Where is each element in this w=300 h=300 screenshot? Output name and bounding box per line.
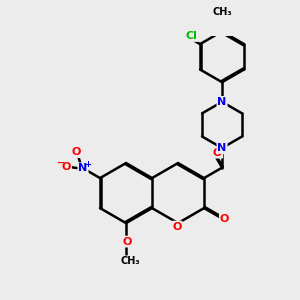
Text: N: N <box>218 143 227 153</box>
Text: O: O <box>122 237 132 247</box>
Text: O: O <box>172 222 182 232</box>
Text: Cl: Cl <box>186 31 198 41</box>
Text: CH₃: CH₃ <box>212 7 232 17</box>
Text: N: N <box>218 97 227 107</box>
Text: O: O <box>71 147 81 157</box>
Text: −: − <box>57 158 65 168</box>
Text: N: N <box>78 163 88 173</box>
Text: +: + <box>85 160 92 169</box>
Text: O: O <box>213 148 222 158</box>
Text: O: O <box>220 214 229 224</box>
Text: CH₃: CH₃ <box>120 256 140 266</box>
Text: O: O <box>62 162 71 172</box>
